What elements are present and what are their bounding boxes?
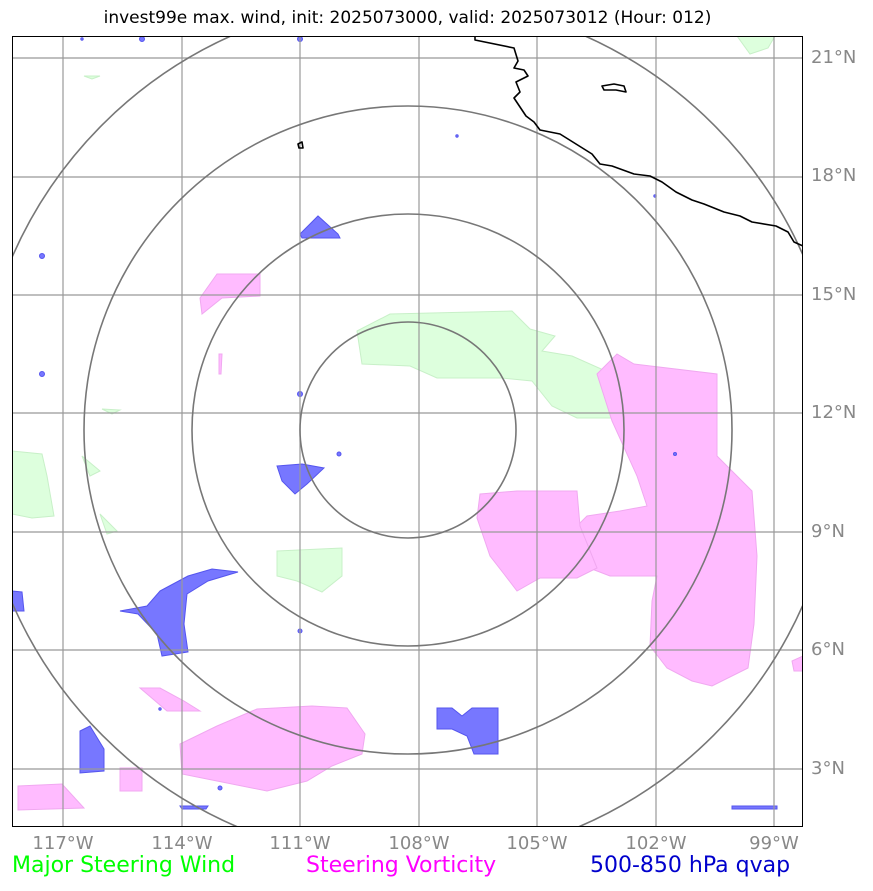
- legend-qvap: 500-850 hPa qvap: [590, 853, 791, 878]
- lat-label-9n: 9°N: [811, 521, 845, 542]
- map-area[interactable]: [12, 36, 803, 827]
- lon-label-102w: 102°W: [625, 833, 687, 854]
- legend-steering-vorticity: Steering Vorticity: [306, 853, 497, 878]
- map-title: invest99e max. wind, init: 2025073000, v…: [103, 8, 712, 28]
- map-svg: [12, 36, 803, 827]
- lon-label-117w: 117°W: [32, 833, 94, 854]
- coastline: [297, 36, 803, 247]
- lat-label-15n: 15°N: [811, 284, 857, 305]
- lon-label-114w: 114°W: [151, 833, 213, 854]
- range-ring-1: [299, 321, 517, 539]
- lon-label-105w: 105°W: [506, 833, 568, 854]
- range-ring-3: [83, 105, 733, 755]
- lon-label-111w: 111°W: [269, 833, 331, 854]
- lat-label-6n: 6°N: [811, 639, 845, 660]
- lat-label-12n: 12°N: [811, 402, 857, 423]
- lat-label-18n: 18°N: [811, 165, 857, 186]
- range-ring-2: [191, 213, 625, 647]
- range-rings: [12, 36, 803, 827]
- lon-label-108w: 108°W: [388, 833, 450, 854]
- lat-label-3n: 3°N: [811, 758, 845, 779]
- lon-label-99w: 99°W: [749, 833, 799, 854]
- legend-major-steering-wind: Major Steering Wind: [12, 853, 236, 878]
- lat-label-21n: 21°N: [811, 47, 857, 68]
- steering-wind-regions: [12, 36, 776, 593]
